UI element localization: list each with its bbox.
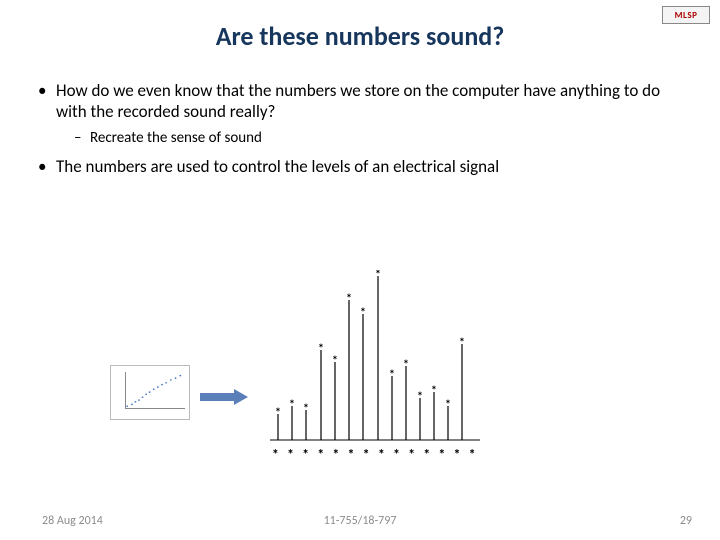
svg-text:*: * [417,390,423,404]
arrow-icon [200,390,250,404]
svg-text:*: * [275,406,281,420]
baseline-stars: * * * * * * * * * * * * * * [270,446,480,463]
figure-region: * * * * * * * * * * * * * * * * * * * * * * * * * * *… [0,270,720,470]
subbullet-1: Recreate the sense of sound [74,129,682,149]
body-content: How do we even know that the numbers we … [38,80,682,183]
svg-text:*: * [375,270,381,282]
bullet-1: How do we even know that the numbers we … [38,80,682,123]
footer-course: 11-755/18-797 [0,514,720,528]
svg-text:*: * [318,342,324,356]
svg-text:*: * [403,358,409,372]
stem-plot: * * * * * * * * * * * * * * [270,270,480,445]
svg-text:*: * [445,398,451,412]
svg-text:*: * [360,306,366,320]
svg-text:*: * [303,402,309,416]
svg-text:*: * [289,398,295,412]
svg-text:*: * [346,292,352,306]
svg-text:*: * [431,384,437,398]
svg-text:*: * [332,354,338,368]
slide-title: Are these numbers sound? [0,20,720,52]
svg-text:*: * [459,336,465,350]
footer-page-number: 29 [680,514,692,528]
small-scatter-chart [110,365,190,420]
bullet-2: The numbers are used to control the leve… [38,156,682,177]
svg-text:*: * [389,368,395,382]
